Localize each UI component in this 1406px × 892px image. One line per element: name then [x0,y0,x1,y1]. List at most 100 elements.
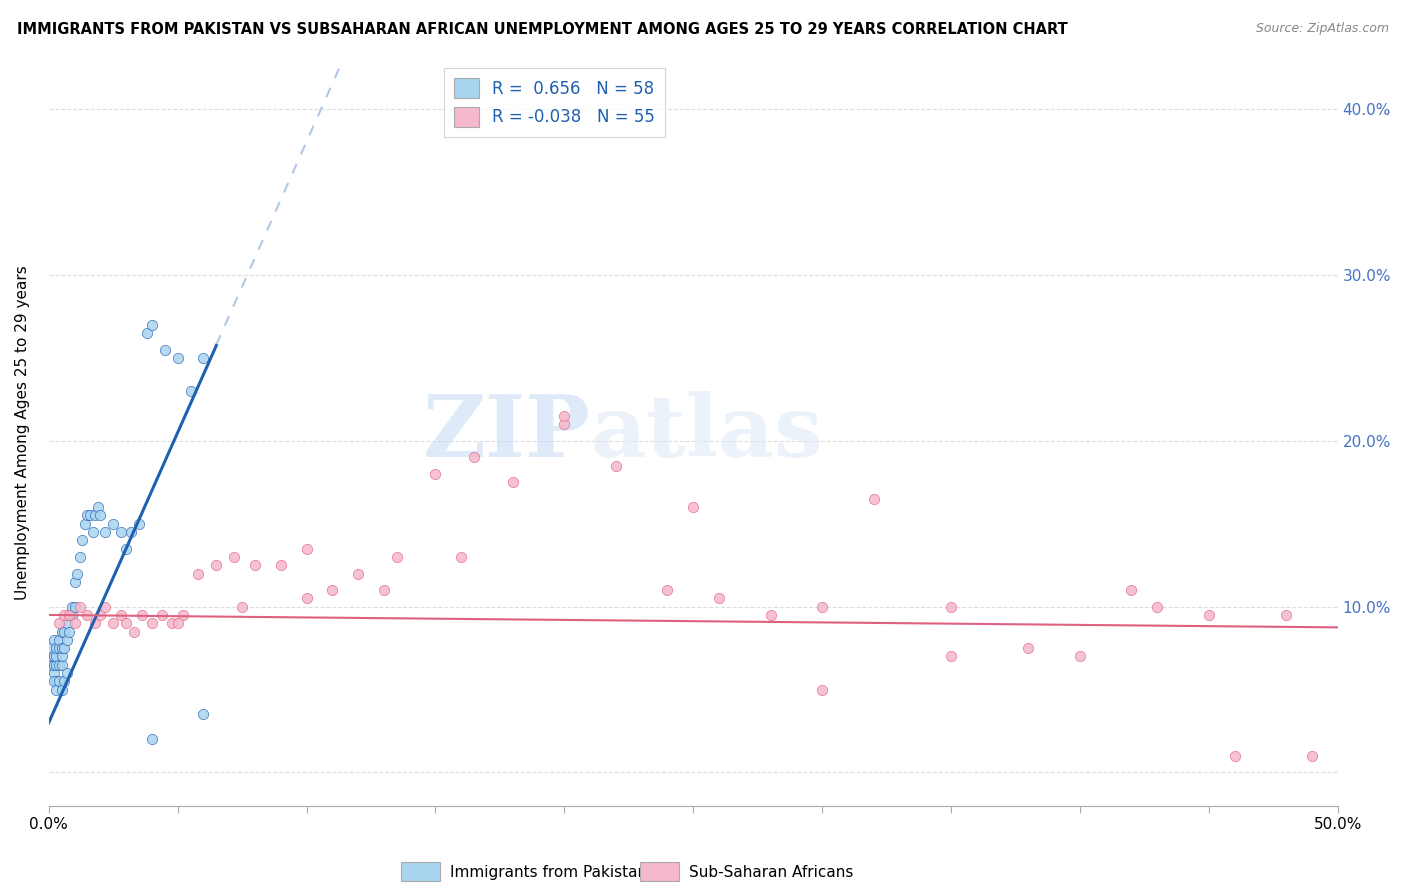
Point [110,524,132,539]
Point [939,599,962,614]
Point [150,607,173,622]
Point [141,318,163,332]
Point [811,682,834,697]
Point [51,682,73,697]
Point [76,508,98,523]
Point [347,566,370,581]
Point [42,665,65,680]
Point [605,458,627,473]
Point [94,599,117,614]
Point [707,591,730,606]
Point [295,541,318,556]
Point [63,616,86,631]
Point [56,616,79,631]
Point [759,607,782,622]
Point [205,558,228,573]
Point [41,657,63,672]
Point [193,351,215,365]
Point [87,500,110,515]
Point [135,326,157,340]
Point [1017,641,1039,656]
Point [103,516,125,531]
Point [48,632,70,647]
Point [79,508,101,523]
Point [141,732,163,747]
Point [63,599,86,614]
Point [69,599,91,614]
Point [73,516,96,531]
Point [425,467,447,481]
Point [45,657,67,672]
Point [180,384,202,399]
Point [45,641,67,656]
Point [295,591,318,606]
Point [58,607,80,622]
Point [45,649,67,664]
Point [84,616,107,631]
Point [115,541,138,556]
Point [1301,748,1323,763]
Point [69,549,91,564]
Text: Sub-Saharan Africans: Sub-Saharan Africans [689,865,853,880]
Text: ZIP: ZIP [422,391,591,475]
Point [502,475,524,490]
Point [72,533,94,548]
Point [45,682,67,697]
Point [76,607,98,622]
Point [89,607,111,622]
Point [48,641,70,656]
Point [270,558,292,573]
Point [373,583,395,598]
Text: Immigrants from Pakistan: Immigrants from Pakistan [450,865,647,880]
Point [385,549,408,564]
Point [42,649,65,664]
Point [60,599,83,614]
Point [66,566,89,581]
Point [122,624,145,639]
Point [89,508,111,523]
Point [42,657,65,672]
Text: atlas: atlas [591,391,823,475]
Point [153,343,176,357]
Point [115,616,138,631]
Point [172,607,194,622]
Point [131,607,153,622]
Point [224,549,246,564]
Point [103,616,125,631]
Point [60,607,83,622]
Point [53,674,76,689]
Point [193,707,215,722]
Point [56,632,79,647]
Point [553,409,575,423]
Point [1223,748,1246,763]
Point [657,583,679,598]
Point [53,624,76,639]
Point [321,583,343,598]
Point [1069,649,1091,664]
Point [58,624,80,639]
Point [63,574,86,589]
Point [231,599,253,614]
Point [51,649,73,664]
Point [45,674,67,689]
Point [48,616,70,631]
Y-axis label: Unemployment Among Ages 25 to 29 years: Unemployment Among Ages 25 to 29 years [15,265,30,600]
Point [682,500,704,515]
Point [51,624,73,639]
Point [162,616,184,631]
Point [811,599,834,614]
Point [41,649,63,664]
Point [48,674,70,689]
Point [82,524,104,539]
Point [862,491,884,506]
Point [120,524,142,539]
Point [1146,599,1168,614]
Point [450,549,472,564]
Point [53,641,76,656]
Point [42,674,65,689]
Point [243,558,266,573]
Point [166,616,188,631]
Point [41,641,63,656]
Text: IMMIGRANTS FROM PAKISTAN VS SUBSAHARAN AFRICAN UNEMPLOYMENT AMONG AGES 25 TO 29 : IMMIGRANTS FROM PAKISTAN VS SUBSAHARAN A… [17,22,1067,37]
Point [1275,607,1298,622]
